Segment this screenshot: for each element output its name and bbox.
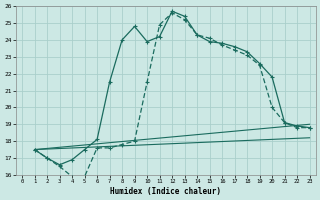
- X-axis label: Humidex (Indice chaleur): Humidex (Indice chaleur): [110, 187, 221, 196]
